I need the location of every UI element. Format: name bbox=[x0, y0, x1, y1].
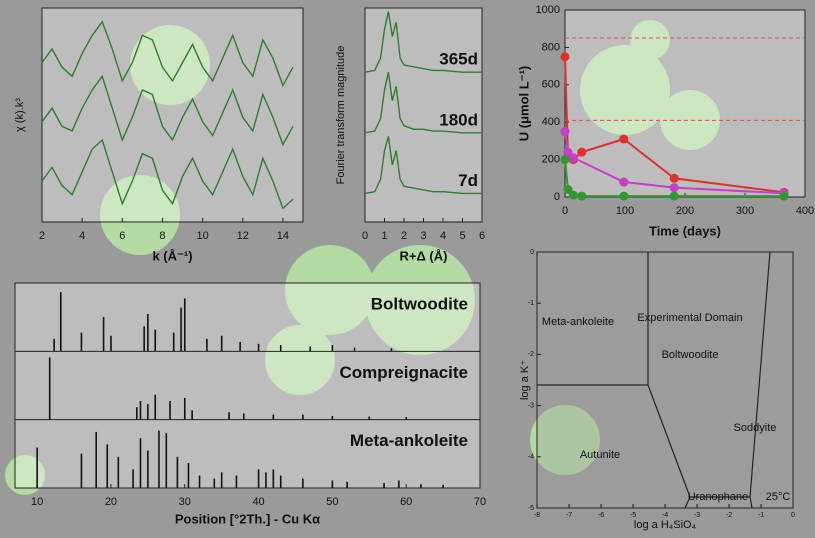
x-tick-label: 2 bbox=[39, 230, 45, 242]
x-axis-label: Position [°2Th.] - Cu Kα bbox=[175, 511, 320, 526]
y-tick-label: 0 bbox=[530, 249, 534, 256]
x-axis-label: log a H₄SiO₄ bbox=[634, 519, 697, 531]
phase-name: Meta-ankoleite bbox=[350, 431, 468, 450]
y-tick-label: -4 bbox=[528, 454, 534, 461]
y-axis-label: log a K⁺ bbox=[519, 360, 531, 400]
x-tick-label: 4 bbox=[79, 230, 85, 242]
x-tick-label: 10 bbox=[196, 230, 208, 242]
x-tick-label: -1 bbox=[758, 512, 764, 519]
series-label: 365d bbox=[439, 50, 478, 69]
x-tick-label: 40 bbox=[252, 496, 264, 508]
y-tick-label: -5 bbox=[528, 505, 534, 512]
x-tick-label: 0 bbox=[562, 205, 568, 217]
x-tick-label: 2 bbox=[401, 230, 407, 242]
marker bbox=[670, 174, 679, 183]
x-tick-label: -8 bbox=[534, 512, 540, 519]
x-tick-label: 100 bbox=[616, 205, 634, 217]
region-label: Autunite bbox=[580, 449, 620, 461]
x-tick-label: 6 bbox=[479, 230, 485, 242]
y-tick-label: 0 bbox=[554, 191, 560, 203]
x-tick-label: -7 bbox=[566, 512, 572, 519]
plot-area bbox=[537, 252, 793, 508]
x-tick-label: 8 bbox=[159, 230, 165, 242]
marker bbox=[577, 192, 586, 201]
x-tick-label: 20 bbox=[105, 496, 117, 508]
page: {"chart_data":[ {"type":"line","xlabel":… bbox=[0, 0, 815, 538]
x-tick-label: 14 bbox=[277, 230, 289, 242]
marker bbox=[561, 52, 570, 61]
marker bbox=[670, 183, 679, 192]
marker bbox=[619, 135, 628, 144]
x-tick-label: 5 bbox=[459, 230, 465, 242]
marker bbox=[619, 192, 628, 201]
region-label: Uranophane bbox=[688, 491, 749, 503]
x-axis-label: Time (days) bbox=[649, 223, 721, 238]
x-tick-label: 60 bbox=[400, 496, 412, 508]
series-label: 7d bbox=[458, 171, 478, 190]
marker bbox=[619, 178, 628, 187]
x-tick-label: 12 bbox=[237, 230, 249, 242]
marker bbox=[780, 192, 789, 201]
region-label: Experimental Domain bbox=[637, 312, 742, 324]
x-tick-label: 50 bbox=[326, 496, 338, 508]
y-tick-label: 400 bbox=[542, 116, 560, 128]
x-tick-label: -3 bbox=[694, 512, 700, 519]
series-label: 180d bbox=[439, 110, 478, 129]
x-tick-label: 400 bbox=[796, 205, 814, 217]
plot-area bbox=[42, 8, 303, 222]
phase-name: Compreignacite bbox=[340, 363, 468, 382]
x-axis-label: k (Å⁻¹) bbox=[152, 248, 192, 263]
y-tick-label: -2 bbox=[528, 351, 534, 358]
marker bbox=[561, 127, 570, 136]
x-tick-label: 6 bbox=[119, 230, 125, 242]
marker bbox=[577, 148, 586, 157]
x-tick-label: 200 bbox=[676, 205, 694, 217]
region-label: Boltwoodite bbox=[662, 349, 719, 361]
y-tick-label: 1000 bbox=[536, 4, 560, 16]
marker bbox=[569, 191, 578, 200]
region-label: 25°C bbox=[766, 491, 791, 503]
graphic: 2468101214k (Å⁻¹)χ (k).k³0123456R+Δ (Å)F… bbox=[0, 0, 815, 538]
x-tick-label: 0 bbox=[791, 512, 795, 519]
x-axis-label: R+Δ (Å) bbox=[400, 248, 448, 263]
y-tick-label: 800 bbox=[542, 41, 560, 53]
region-label: Meta-ankoleite bbox=[542, 316, 614, 328]
marker bbox=[569, 153, 578, 162]
y-axis-label: Fourier transform magnitude bbox=[335, 46, 347, 185]
marker bbox=[670, 192, 679, 201]
x-tick-label: 300 bbox=[736, 205, 754, 217]
x-tick-label: 30 bbox=[179, 496, 191, 508]
y-tick-label: 200 bbox=[542, 154, 560, 166]
y-tick-label: 600 bbox=[542, 79, 560, 91]
x-tick-label: 0 bbox=[362, 230, 368, 242]
x-tick-label: 1 bbox=[381, 230, 387, 242]
x-tick-label: -6 bbox=[598, 512, 604, 519]
marker bbox=[561, 155, 570, 164]
phase-name: Boltwoodite bbox=[371, 294, 468, 313]
plot-area bbox=[15, 283, 480, 488]
y-axis-label: χ (k).k³ bbox=[14, 98, 26, 132]
x-tick-label: 10 bbox=[31, 496, 43, 508]
y-axis-label: U (μmol L⁻¹) bbox=[516, 66, 531, 141]
x-tick-label: 4 bbox=[440, 230, 446, 242]
x-tick-label: 3 bbox=[420, 230, 426, 242]
x-tick-label: -2 bbox=[726, 512, 732, 519]
region-label: Soddyite bbox=[734, 422, 777, 434]
x-tick-label: -4 bbox=[662, 512, 668, 519]
y-tick-label: -3 bbox=[528, 402, 534, 409]
x-tick-label: 70 bbox=[474, 496, 486, 508]
y-tick-label: -1 bbox=[528, 300, 534, 307]
x-tick-label: -5 bbox=[630, 512, 636, 519]
